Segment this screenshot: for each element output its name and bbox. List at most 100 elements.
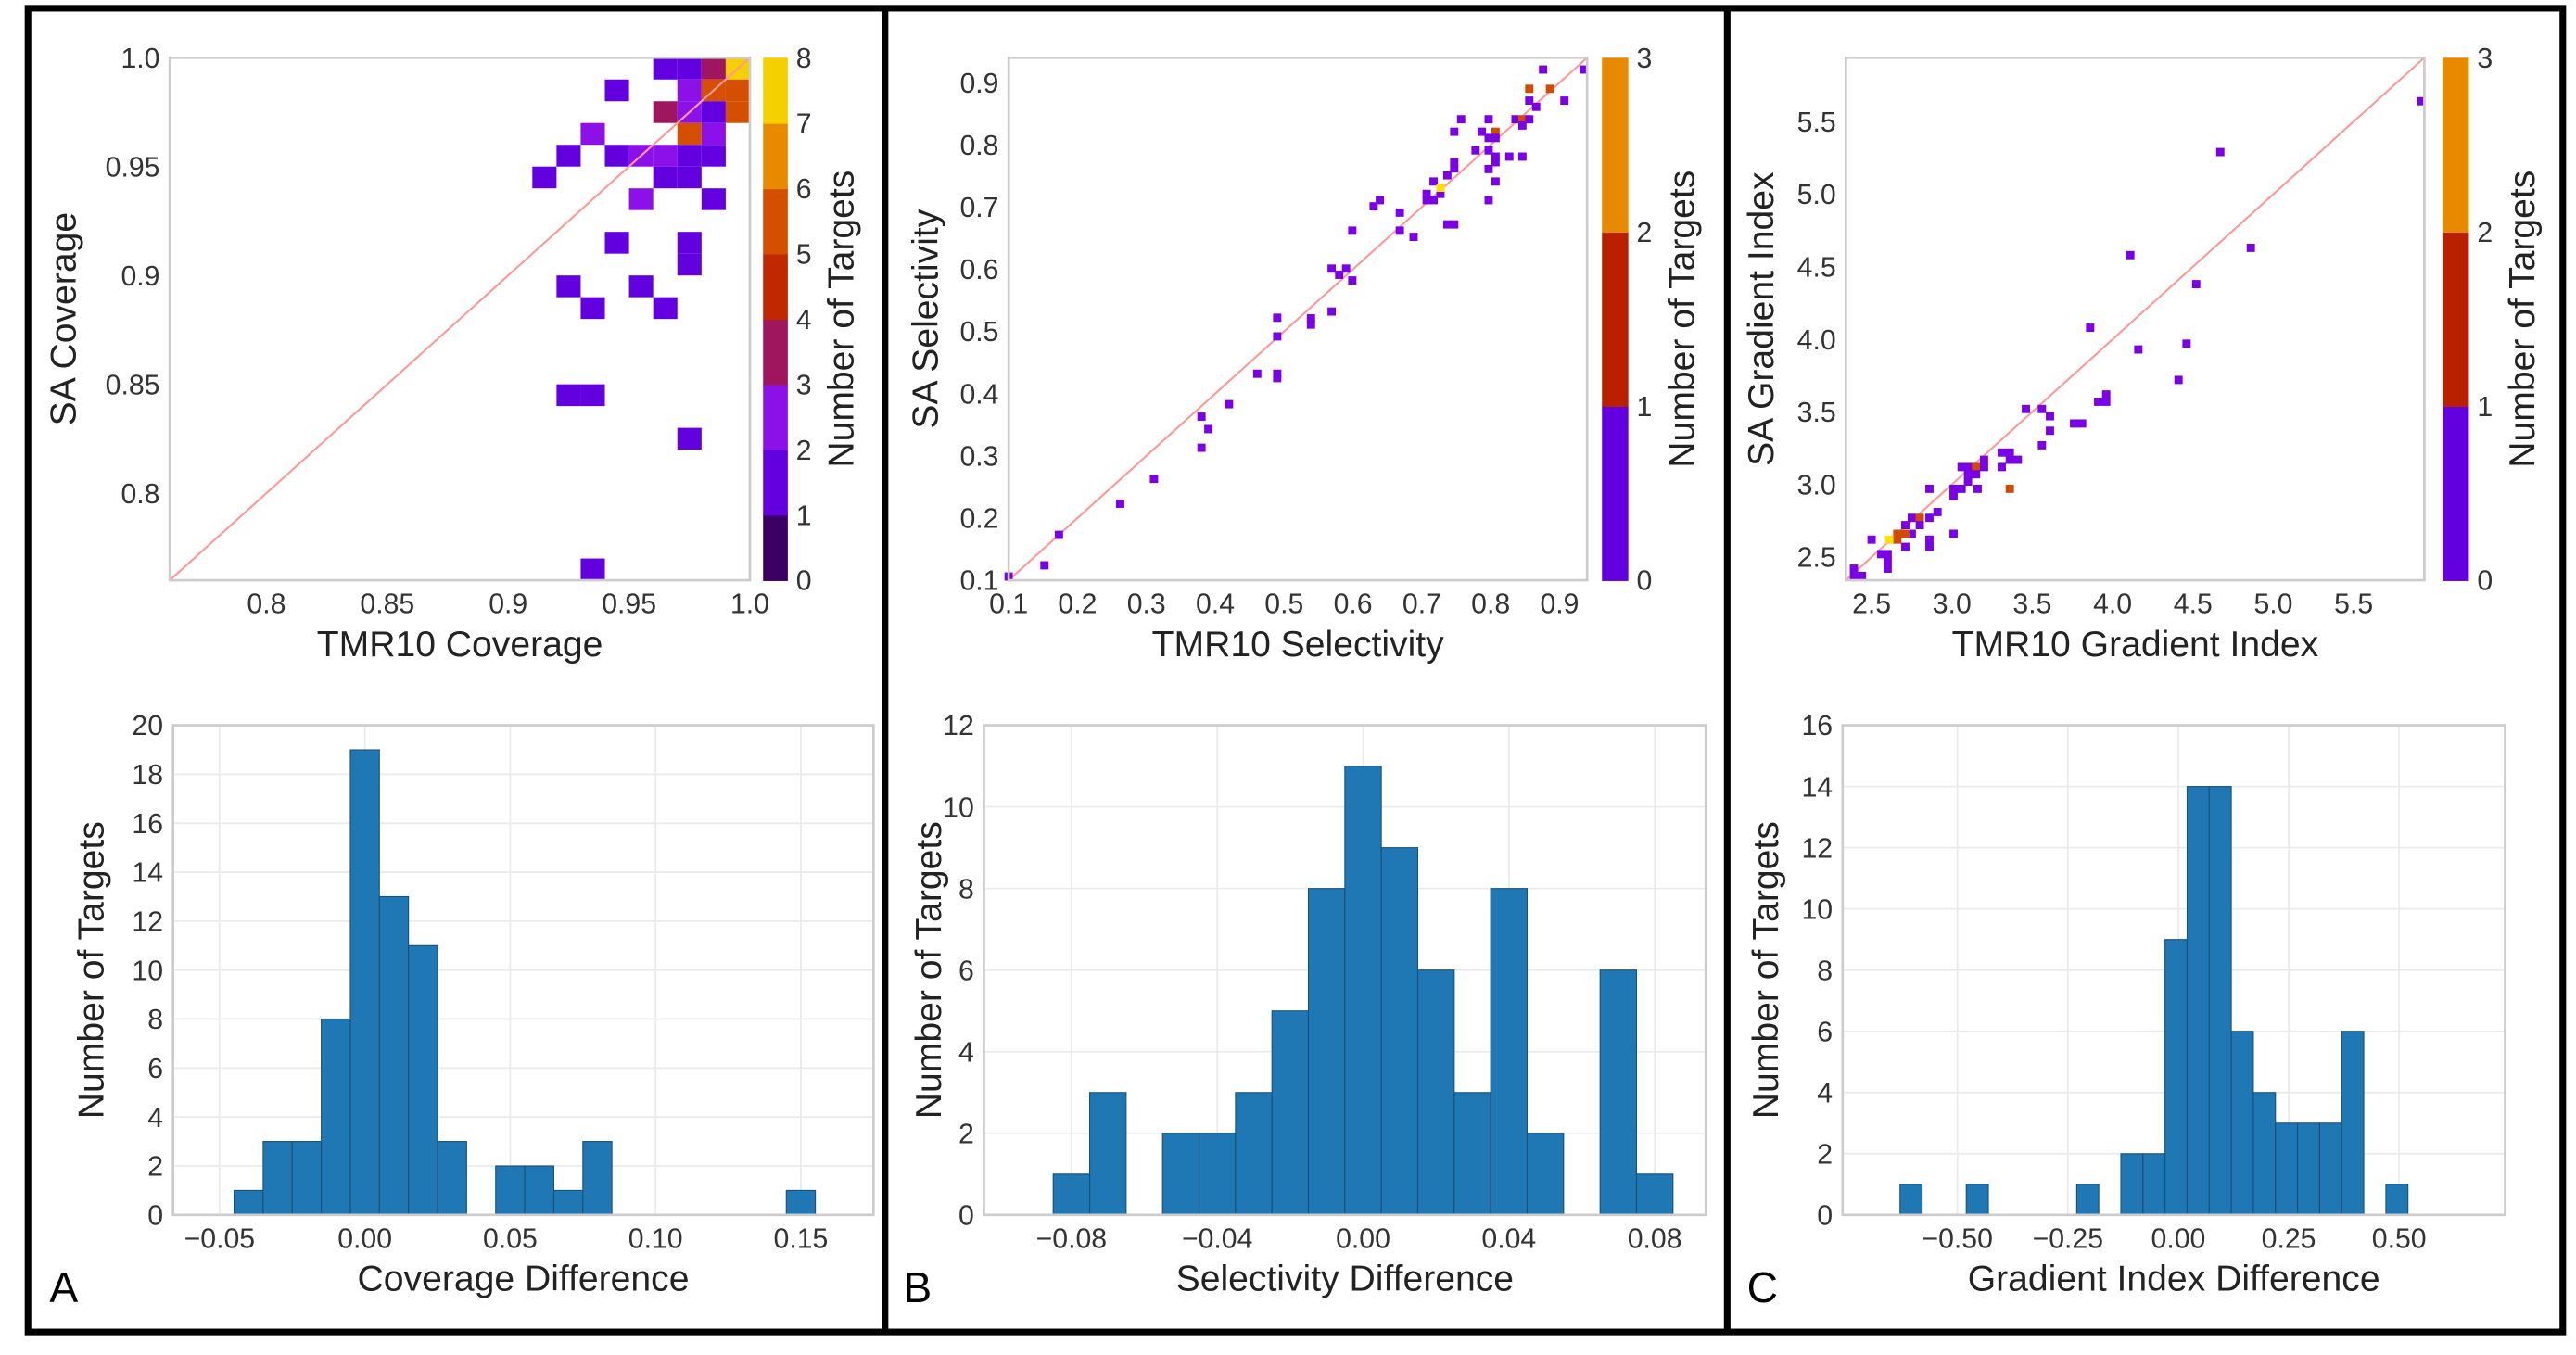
x-tick-label: 0.15 xyxy=(774,1223,829,1254)
y-tick-label: 10 xyxy=(132,956,163,986)
histogram-bar xyxy=(552,1189,584,1216)
scatter-point xyxy=(2246,243,2255,252)
heatmap-cell xyxy=(556,275,581,298)
chart-0-heatmap: 0.8 0.85 0.9 0.95 1.0 0.8 0.85 0.9 0.95 1.0 TMR10 … xyxy=(44,44,861,665)
plot-frame xyxy=(168,56,752,582)
heatmap-cell xyxy=(677,253,702,276)
heatmap-cell xyxy=(580,558,605,581)
x-tick-label: −0.05 xyxy=(184,1223,255,1254)
colorbar-tick-label: 7 xyxy=(796,108,812,139)
histogram-bar xyxy=(1965,1184,1989,1216)
x-tick-label: 2.5 xyxy=(1852,589,1891,620)
y-tick-label: 12 xyxy=(1802,833,1834,864)
y-tick-label: 0.6 xyxy=(959,255,998,285)
scatter-point xyxy=(2037,404,2047,413)
scatter-point xyxy=(1204,424,1213,434)
scatter-point xyxy=(1901,542,1910,551)
histogram-bar xyxy=(378,895,410,1216)
x-tick-label: 0.7 xyxy=(1402,589,1441,620)
heatmap-cell xyxy=(604,145,629,167)
x-axis-label: Gradient Index Difference xyxy=(1968,1260,2380,1299)
heatmap-cell xyxy=(677,122,702,146)
x-tick-label: 1.0 xyxy=(730,589,769,620)
histogram-bar xyxy=(2297,1122,2320,1216)
scatter-point xyxy=(1484,133,1493,143)
x-tick-label: 0.08 xyxy=(1628,1223,1682,1254)
scatter-point xyxy=(2022,404,2030,413)
histogram-bar xyxy=(437,1141,467,1216)
scatter-point xyxy=(1341,264,1351,273)
scatter-point xyxy=(1963,462,1973,472)
scatter-point xyxy=(1901,529,1910,538)
figure-border xyxy=(24,5,2567,1336)
heatmap-cell xyxy=(653,101,678,123)
scatter-point xyxy=(1450,164,1459,173)
scatter-point xyxy=(2013,455,2023,464)
scatter-point xyxy=(1491,133,1500,143)
plot-frame xyxy=(1841,724,2506,1217)
y-tick-label: 0.8 xyxy=(121,479,159,510)
x-axis-label: Coverage Difference xyxy=(358,1260,690,1299)
histogram-bar xyxy=(291,1141,323,1216)
x-tick-label: 0.95 xyxy=(602,589,656,620)
y-tick-label: 4 xyxy=(147,1103,163,1133)
y-axis-label: SA Coverage xyxy=(44,212,83,426)
chart-4-scatter: 2.5 3.0 3.5 4.0 4.5 5.0 5.5 2.5 3.0 3.5 4.0 4.5 5.0 5… xyxy=(1742,44,2543,665)
scatter-point xyxy=(1957,462,1966,472)
scatter-point xyxy=(1273,369,1282,378)
heatmap-cell xyxy=(580,384,605,407)
histogram-bar xyxy=(2385,1184,2409,1216)
colorbar-tick-label: 1 xyxy=(796,500,812,531)
y-tick-label: 0.8 xyxy=(959,131,998,161)
histogram-bar xyxy=(1161,1133,1200,1216)
scatter-point xyxy=(1491,158,1500,167)
colorbar-tick-label: 1 xyxy=(1637,392,1653,423)
y-tick-label: 8 xyxy=(958,874,974,905)
histogram-bar xyxy=(321,1018,351,1216)
chart-1-bar: −0.05 0.00 0.05 0.10 0.15 0 2 4 6 8 10 12 14 16 18 20 Co… xyxy=(72,711,875,1299)
colorbar-tick-label: 0 xyxy=(2477,566,2493,597)
colorbar-tick-label: 5 xyxy=(796,239,812,270)
scatter-point xyxy=(1116,500,1124,508)
scatter-point xyxy=(1484,164,1493,173)
scatter-point xyxy=(1849,564,1859,573)
histogram-bar xyxy=(1088,1092,1127,1216)
panel-letter-b: B xyxy=(903,1263,932,1311)
y-tick-label: 1.0 xyxy=(121,44,159,74)
x-tick-label: 0.8 xyxy=(1471,589,1510,620)
y-tick-label: 0.1 xyxy=(959,566,998,597)
y-tick-label: 4 xyxy=(1817,1078,1833,1108)
histogram-bar xyxy=(1526,1133,1565,1216)
panel-letter-a: A xyxy=(49,1263,78,1311)
y-tick-label: 0.9 xyxy=(121,261,159,292)
scatter-point xyxy=(2215,147,2225,157)
scatter-point xyxy=(1517,152,1527,161)
y-tick-label: 14 xyxy=(1802,772,1834,803)
scatter-point xyxy=(1893,529,1902,538)
scatter-point xyxy=(1884,535,1894,544)
scatter-point xyxy=(1539,65,1548,74)
x-tick-label: 0.50 xyxy=(2372,1223,2427,1254)
scatter-point xyxy=(1580,65,1588,74)
colorbar-band xyxy=(763,450,788,516)
x-tick-label: 0.85 xyxy=(360,589,414,620)
x-axis-label: Selectivity Difference xyxy=(1176,1260,1514,1299)
scatter-point xyxy=(1040,561,1049,570)
y-tick-label: 0.7 xyxy=(959,193,998,223)
reference-line-y-equals-x xyxy=(1008,57,1588,581)
y-axis-label: SA Gradient Index xyxy=(1742,171,1782,466)
histogram-bar xyxy=(1416,969,1455,1216)
colorbar-label: Number of Targets xyxy=(1662,171,1702,468)
scatter-point xyxy=(2101,390,2111,399)
x-tick-label: 0.00 xyxy=(2151,1223,2206,1254)
scatter-point xyxy=(1054,530,1063,539)
heatmap-cell xyxy=(677,145,702,167)
scatter-point xyxy=(2174,375,2183,385)
colorbar-tick-label: 6 xyxy=(796,174,812,205)
scatter-point xyxy=(1478,127,1486,136)
scatter-point xyxy=(1252,369,1262,378)
scatter-point xyxy=(1973,484,1982,493)
scatter-point xyxy=(1972,462,1981,472)
scatter-point xyxy=(1306,320,1315,329)
scatter-point xyxy=(1901,521,1910,529)
